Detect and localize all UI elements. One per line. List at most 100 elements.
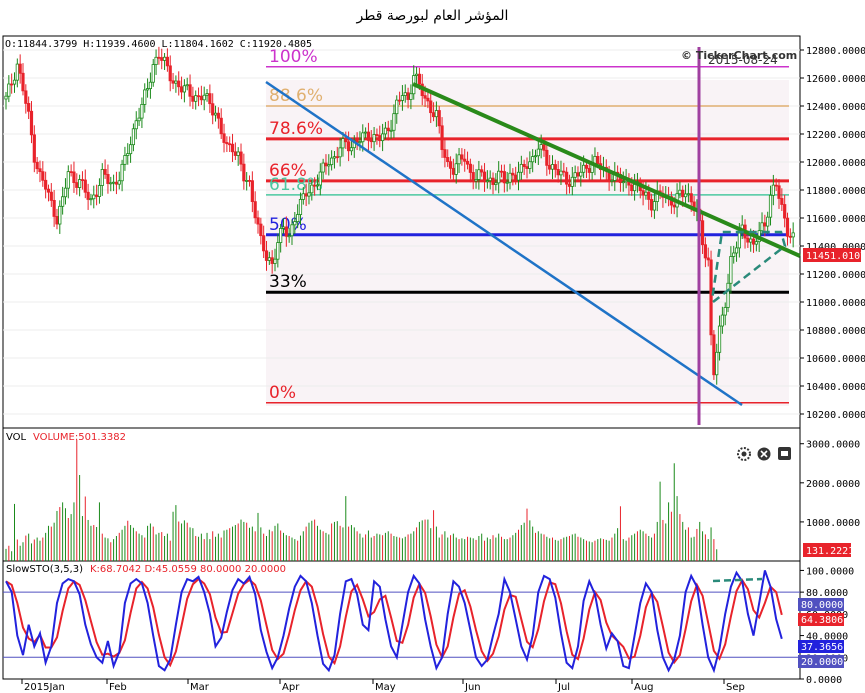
candle-body [732,252,736,257]
candle-body [621,181,625,184]
candle-body [92,194,96,200]
candle-body [7,83,11,97]
candle-body [652,201,657,211]
sto-k-line [5,570,783,674]
candle-body [304,193,308,197]
candle-body [338,147,342,158]
candle-body [128,144,133,155]
candle-body [389,129,393,132]
sto-tags: 80.0000 64.3806 37.3656 20.0000 [798,598,844,668]
candle-body [712,334,716,376]
candle-body [610,180,614,182]
candle-body [751,238,756,245]
sto-tag-20: 20.0000 [801,657,843,668]
candle-body [409,93,413,100]
candle-body [494,182,498,185]
candle-body [137,117,141,122]
maximize-icon[interactable] [778,447,791,460]
chart-title: المؤشر العام لبورصة قطر [356,8,509,24]
candle-body [293,221,297,226]
candle-body [315,184,320,187]
candle-body [83,179,87,193]
candle-body [270,257,274,264]
candle-body [395,99,399,115]
candle-body [27,103,31,112]
candle-body [366,131,371,141]
candle-body [553,164,557,170]
candle-body [536,148,540,157]
candle-body [375,134,379,136]
candle-body [140,104,144,119]
candle-body [511,172,515,176]
candle-body [717,325,722,353]
time-axis: 2015Jan Feb Mar Apr May Jun Jul Aug Sep [21,679,745,693]
candlesticks [4,46,795,385]
candle-body [191,95,195,102]
candle-body [768,194,773,218]
candle-body [556,169,560,176]
candle-body [361,132,365,143]
candle-body [154,56,158,65]
candle-body [451,167,455,175]
candle-body [729,256,733,284]
candle-body [519,163,523,173]
candle-body [579,171,583,177]
candle-body [630,184,634,192]
price-tick-label: 11000.0000 [806,298,865,309]
candle-body [188,84,192,97]
price-tick-label: 11800.0000 [806,186,865,197]
candle-body [103,169,107,175]
candle-body [457,154,461,165]
candle-body [429,100,433,114]
candle-body [185,84,189,87]
candle-body [171,80,175,84]
candle-body [216,112,220,119]
candle-body [539,144,543,150]
candle-body [75,182,79,188]
candle-body [230,143,235,153]
candle-body [205,93,209,96]
candle-body [134,120,138,130]
candle-body [380,133,385,142]
candle-body [400,95,405,101]
candle-body [683,193,688,198]
candle-body [723,307,727,316]
sto-tag-d: 64.3806 [801,615,843,626]
candle-body [145,88,150,91]
candle-body [463,158,467,162]
sto-axis: 100.000080.000060.000040.000020.00000.00… [800,566,854,686]
candle-body [168,65,172,82]
gear-icon[interactable] [737,447,751,461]
candle-body [358,141,362,144]
candle-body [95,194,99,197]
candle-body [550,164,555,170]
candle-body [10,83,14,86]
candle-body [573,172,577,178]
sto-tick-label: 40.0000 [806,632,848,643]
sto-divergence-line [712,577,763,583]
candle-body [417,73,422,85]
candle-body [219,117,223,135]
close-icon[interactable] [757,447,771,461]
candle-body [516,171,521,181]
volume-axis: 3000.0000 2000.0000 1000.0000 [800,440,860,529]
candle-body [465,160,470,165]
candle-body [120,163,124,182]
candle-body [545,149,549,166]
candle-body [174,80,178,84]
trendlines [265,47,801,425]
candle-body [647,191,651,200]
price-tick-label: 12200.0000 [806,130,865,141]
candle-body [97,185,102,197]
candle-body [236,151,240,156]
candle-body [499,170,504,173]
candle-body [542,144,546,151]
volume-title: VOL [6,432,27,443]
candle-body [330,157,334,166]
candle-body [21,72,25,92]
candle-body [46,188,51,193]
candle-body [763,222,767,227]
candle-body [250,180,254,203]
candle-body [310,184,314,194]
candle-body [582,164,586,173]
